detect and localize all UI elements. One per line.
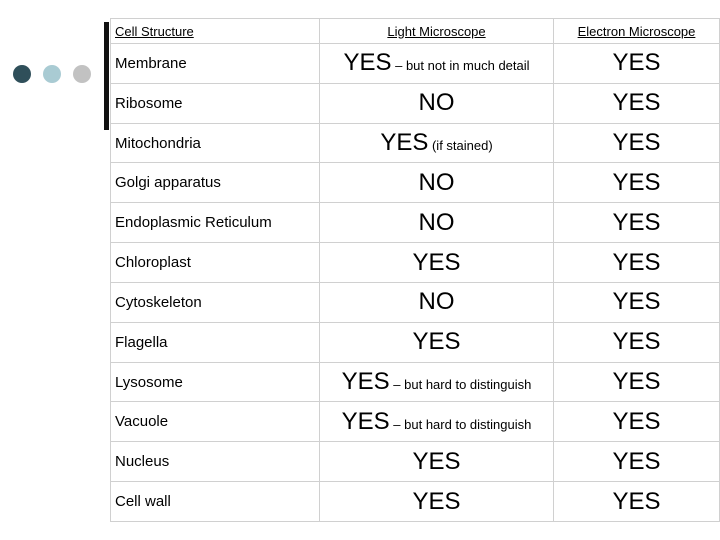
light-microscope-cell: NO [319,82,554,124]
light-visibility-note: – but not in much detail [391,58,530,74]
light-microscope-cell: YES [319,481,554,522]
electron-visibility-value: YES [612,328,661,356]
light-visibility-value: YES [412,487,461,515]
light-visibility-value: YES [341,407,390,435]
electron-microscope-cell: YES [553,441,720,483]
decor-dot-dark [13,65,31,83]
electron-visibility-value: YES [612,407,661,435]
structure-name-cell: Nucleus [110,441,320,483]
table-row: Endoplasmic Reticulum NO YES [110,202,720,244]
electron-visibility-value: YES [612,89,661,117]
electron-visibility-value: YES [612,248,661,276]
structure-name-cell: Ribosome [110,82,320,124]
header-electron-microscope: Electron Microscope [553,18,720,44]
light-visibility-value: YES [341,368,390,396]
structure-name-cell: Lysosome [110,361,320,403]
table-row: Flagella YES YES [110,321,720,363]
structure-name-cell: Golgi apparatus [110,162,320,204]
electron-microscope-cell: YES [553,242,720,283]
light-visibility-note: (if stained) [428,138,493,154]
electron-visibility-value: YES [612,288,661,316]
light-microscope-cell: YES – but hard to distinguish [319,401,554,443]
electron-visibility-value: YES [612,208,661,236]
table-row: Mitochondria YES (if stained) YES [110,122,720,164]
light-visibility-value: YES [412,248,461,276]
light-microscope-cell: NO [319,281,554,323]
light-visibility-note: – but hard to distinguish [389,377,532,393]
decor-vertical-bar [104,22,109,130]
electron-microscope-cell: YES [553,82,720,124]
electron-visibility-value: YES [612,487,661,515]
structure-name-cell: Membrane [110,43,320,84]
structure-name-cell: Cytoskeleton [110,281,320,323]
light-microscope-cell: YES (if stained) [319,122,554,164]
electron-microscope-cell: YES [553,401,720,443]
electron-microscope-cell: YES [553,321,720,363]
electron-visibility-value: YES [612,168,661,196]
electron-visibility-value: YES [612,447,661,475]
table-row: Lysosome YES – but hard to distinguish YES [110,361,720,403]
table-row: Ribosome NO YES [110,82,720,124]
light-visibility-note: – but hard to distinguish [389,416,532,432]
header-light-microscope: Light Microscope [319,18,554,44]
electron-microscope-cell: YES [553,162,720,204]
header-cell-structure: Cell Structure [110,18,320,44]
electron-microscope-cell: YES [553,481,720,522]
table-row: Chloroplast YES YES [110,242,720,283]
table-row: Golgi apparatus NO YES [110,162,720,204]
light-visibility-value: NO [418,168,455,196]
light-visibility-value: YES [412,328,461,356]
light-visibility-value: NO [418,288,455,316]
structure-name-cell: Flagella [110,321,320,363]
structure-name-cell: Mitochondria [110,122,320,164]
decor-dot-grey [73,65,91,83]
table-row: Membrane YES – but not in much detail YES [110,43,720,84]
electron-microscope-cell: YES [553,43,720,84]
table-row: Nucleus YES YES [110,441,720,483]
light-visibility-value: YES [343,49,392,77]
electron-microscope-cell: YES [553,281,720,323]
header-row: Cell Structure Light Microscope Electron… [110,18,720,44]
light-microscope-cell: YES [319,441,554,483]
structure-name-cell: Vacuole [110,401,320,443]
light-visibility-value: YES [412,447,461,475]
structure-name-cell: Chloroplast [110,242,320,283]
microscope-comparison-table: Cell Structure Light Microscope Electron… [110,18,720,522]
electron-visibility-value: YES [612,368,661,396]
light-microscope-cell: YES [319,321,554,363]
table-body: Cell Structure Light Microscope Electron… [110,18,720,522]
electron-microscope-cell: YES [553,122,720,164]
light-microscope-cell: NO [319,162,554,204]
table-row: Cytoskeleton NO YES [110,281,720,323]
light-microscope-cell: NO [319,202,554,244]
light-microscope-cell: YES [319,242,554,283]
structure-name-cell: Endoplasmic Reticulum [110,202,320,244]
light-visibility-value: NO [418,208,455,236]
electron-visibility-value: YES [612,49,661,77]
electron-microscope-cell: YES [553,361,720,403]
light-microscope-cell: YES – but hard to distinguish [319,361,554,403]
electron-visibility-value: YES [612,129,661,157]
electron-microscope-cell: YES [553,202,720,244]
light-visibility-value: YES [380,129,429,157]
decor-dot-light-blue [43,65,61,83]
table-row: Cell wall YES YES [110,481,720,522]
light-visibility-value: NO [418,89,455,117]
table-row: Vacuole YES – but hard to distinguish YES [110,401,720,443]
light-microscope-cell: YES – but not in much detail [319,43,554,84]
structure-name-cell: Cell wall [110,481,320,522]
